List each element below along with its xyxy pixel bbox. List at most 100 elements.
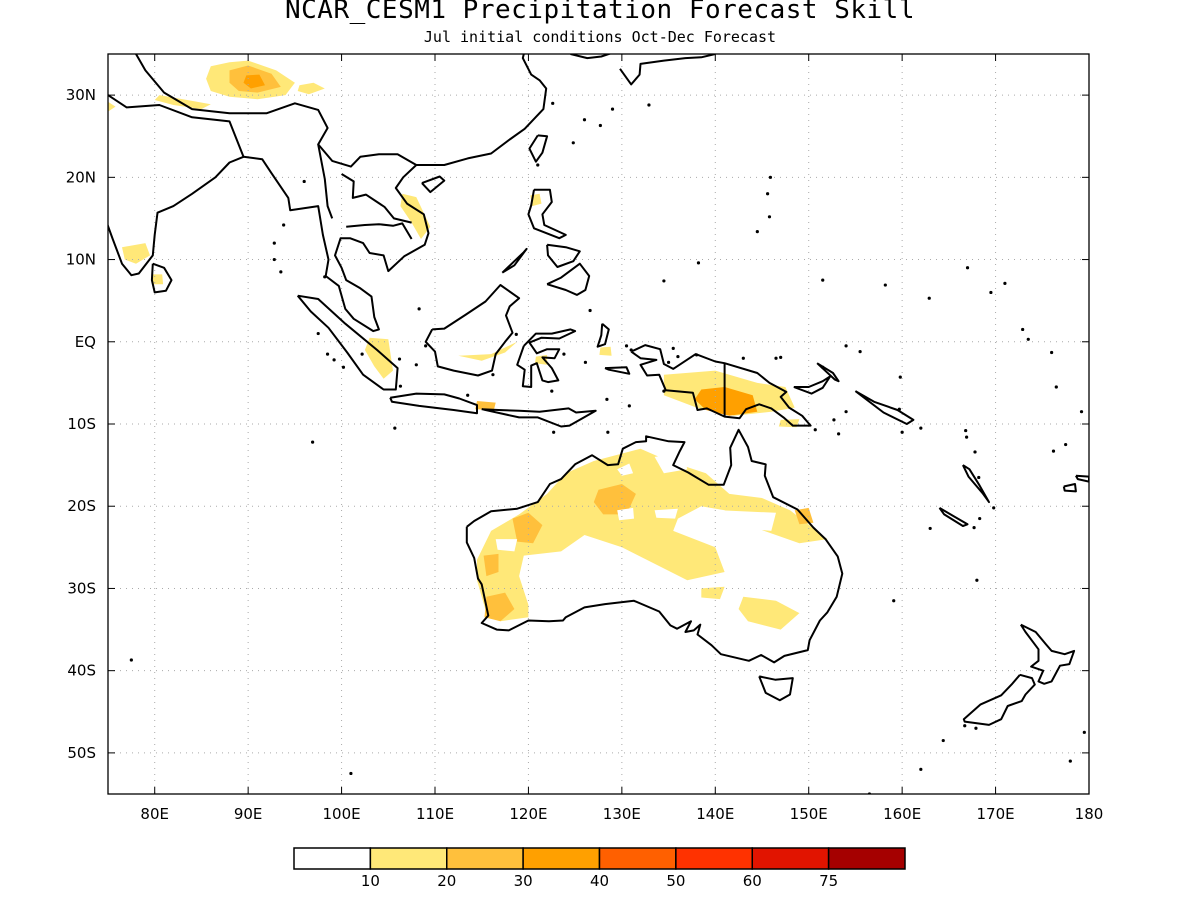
coastline-new-caledonia [938, 507, 969, 527]
colorbar-swatch [446, 847, 524, 870]
island-dot [695, 353, 699, 357]
island-dot [417, 307, 421, 311]
colorbar-label: 50 [666, 872, 685, 890]
island-dot [883, 283, 887, 287]
colorbar-label: 40 [590, 872, 609, 890]
coastline-bangladesh-burma-se-asia [243, 54, 548, 333]
lat-tick-label: 10S [67, 415, 96, 433]
island-dot [972, 526, 976, 530]
island-dot [768, 175, 773, 179]
island-dot [551, 101, 555, 105]
island-dot [992, 506, 996, 510]
island-dot [900, 430, 904, 434]
skill-region-australia-orange-4 [484, 592, 515, 622]
island-dot [610, 107, 615, 111]
coastline-thai-cambodia [346, 222, 413, 240]
lat-tick-label: 30S [67, 579, 96, 597]
coastline-sri-lanka [150, 262, 173, 294]
colorbar-label: 10 [361, 872, 380, 890]
island-dot [605, 397, 609, 401]
island-dot [627, 404, 631, 408]
skill-region-new-guinea-core [694, 387, 758, 416]
island-dot [624, 344, 629, 348]
gridlines [108, 54, 1089, 794]
colorbar-label: 60 [743, 872, 762, 890]
island-dot [92, 246, 95, 249]
island-dot [583, 360, 588, 364]
coastline-java [389, 392, 478, 415]
skill-hole-5 [720, 510, 776, 531]
island-dot [341, 365, 346, 369]
coastline-japan-south [619, 54, 716, 86]
island-dot [821, 278, 825, 282]
island-dot [398, 384, 403, 388]
coastline-fiji-2 [1075, 474, 1089, 483]
coastline-new-guinea [630, 344, 812, 427]
island-dot [919, 767, 923, 771]
skill-region-australia-orange-1 [593, 484, 636, 515]
skill-region-n-india [154, 95, 211, 110]
island-dot [1021, 327, 1025, 332]
island-dot [989, 290, 993, 295]
coastline-new-ireland [816, 362, 840, 383]
lat-tick-label: 30N [66, 86, 96, 104]
island-dot [302, 179, 306, 184]
coastline-nz-south [962, 673, 1036, 726]
island-dot [755, 230, 759, 234]
coastline-sumatra [296, 294, 399, 391]
island-dot [965, 266, 970, 270]
island-dot [647, 103, 651, 107]
island-dot [393, 426, 397, 430]
colorbar-label: 30 [514, 872, 533, 890]
skill-region-ne-tibet [297, 82, 325, 95]
lat-tick-label: 10N [66, 251, 96, 269]
island-dot [767, 215, 772, 219]
coastline-layer [92, 54, 1089, 794]
lon-tick-label: 120E [509, 805, 547, 823]
island-dot [892, 599, 896, 603]
coastline-sulawesi [516, 328, 577, 388]
island-dot [514, 332, 518, 336]
coastline-fiji [1062, 483, 1077, 493]
coastline-new-britain [793, 375, 832, 395]
lon-tick-label: 130E [603, 805, 641, 823]
island-dot [662, 279, 666, 283]
coastline-taiwan [528, 134, 549, 163]
island-dot [1026, 337, 1030, 341]
island-dot [897, 407, 901, 411]
colorbar-label: 20 [437, 872, 456, 890]
skill-region-tibet-peak [243, 74, 265, 89]
island-dot [629, 348, 633, 352]
skill-region-australia-orange-2 [512, 512, 543, 544]
lon-tick-label: 80E [140, 805, 169, 823]
skill-region-sumatra [364, 337, 393, 379]
coastline-india [108, 94, 245, 277]
colorbar-swatch [369, 847, 448, 870]
colorbar-swatch [293, 847, 372, 870]
lat-tick-label: 20S [67, 497, 96, 515]
skill-region-india-edge [108, 101, 116, 112]
island-dot [349, 771, 353, 776]
island-dot [282, 223, 286, 227]
coastline-halmahera [596, 322, 610, 348]
island-dot [844, 344, 848, 348]
island-dot [858, 350, 862, 354]
island-dot [975, 578, 979, 582]
island-dot [414, 363, 418, 367]
lon-tick-label: 140E [696, 805, 734, 823]
chart-subtitle: Jul initial conditions Oct-Dec Forecast [423, 28, 777, 46]
island-dot [582, 118, 587, 122]
island-dot [1082, 730, 1086, 734]
island-dot [666, 360, 671, 364]
island-dot [1079, 410, 1084, 414]
colorbar-swatch [522, 847, 601, 870]
skill-region-australia-orange-3 [483, 553, 499, 577]
coastline-laos-border [341, 173, 412, 224]
island-dot [1050, 350, 1054, 355]
island-dot [598, 123, 602, 128]
colorbar-swatch [598, 847, 677, 870]
skill-hole-1 [617, 463, 634, 476]
skill-region-java [475, 401, 496, 410]
island-dot [741, 356, 745, 360]
